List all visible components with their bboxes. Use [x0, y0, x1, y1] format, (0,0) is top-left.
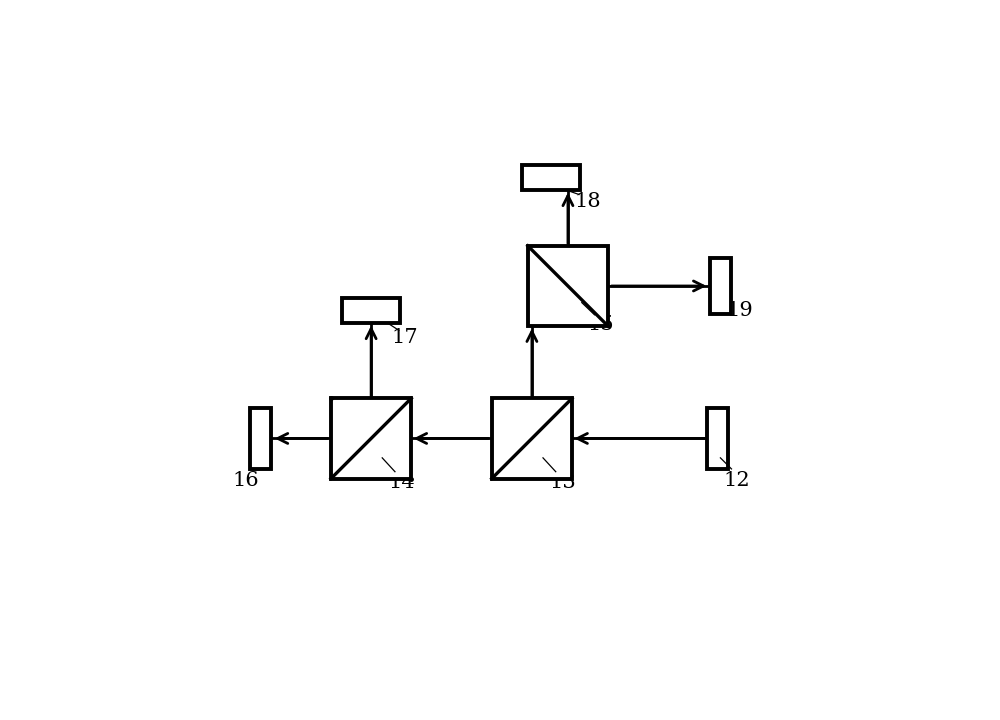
Text: 13: 13: [549, 473, 576, 492]
Bar: [710, 258, 731, 314]
Text: 19: 19: [726, 302, 753, 320]
Bar: [528, 246, 608, 326]
Bar: [492, 398, 572, 479]
Bar: [250, 408, 271, 469]
Text: 15: 15: [588, 315, 615, 334]
Text: 12: 12: [724, 471, 750, 490]
Text: 17: 17: [391, 328, 418, 347]
Bar: [342, 299, 400, 323]
Bar: [522, 166, 580, 190]
Text: 16: 16: [232, 471, 259, 490]
Bar: [331, 398, 411, 479]
Text: 18: 18: [575, 192, 601, 211]
Bar: [707, 408, 728, 469]
Text: 14: 14: [388, 473, 415, 492]
